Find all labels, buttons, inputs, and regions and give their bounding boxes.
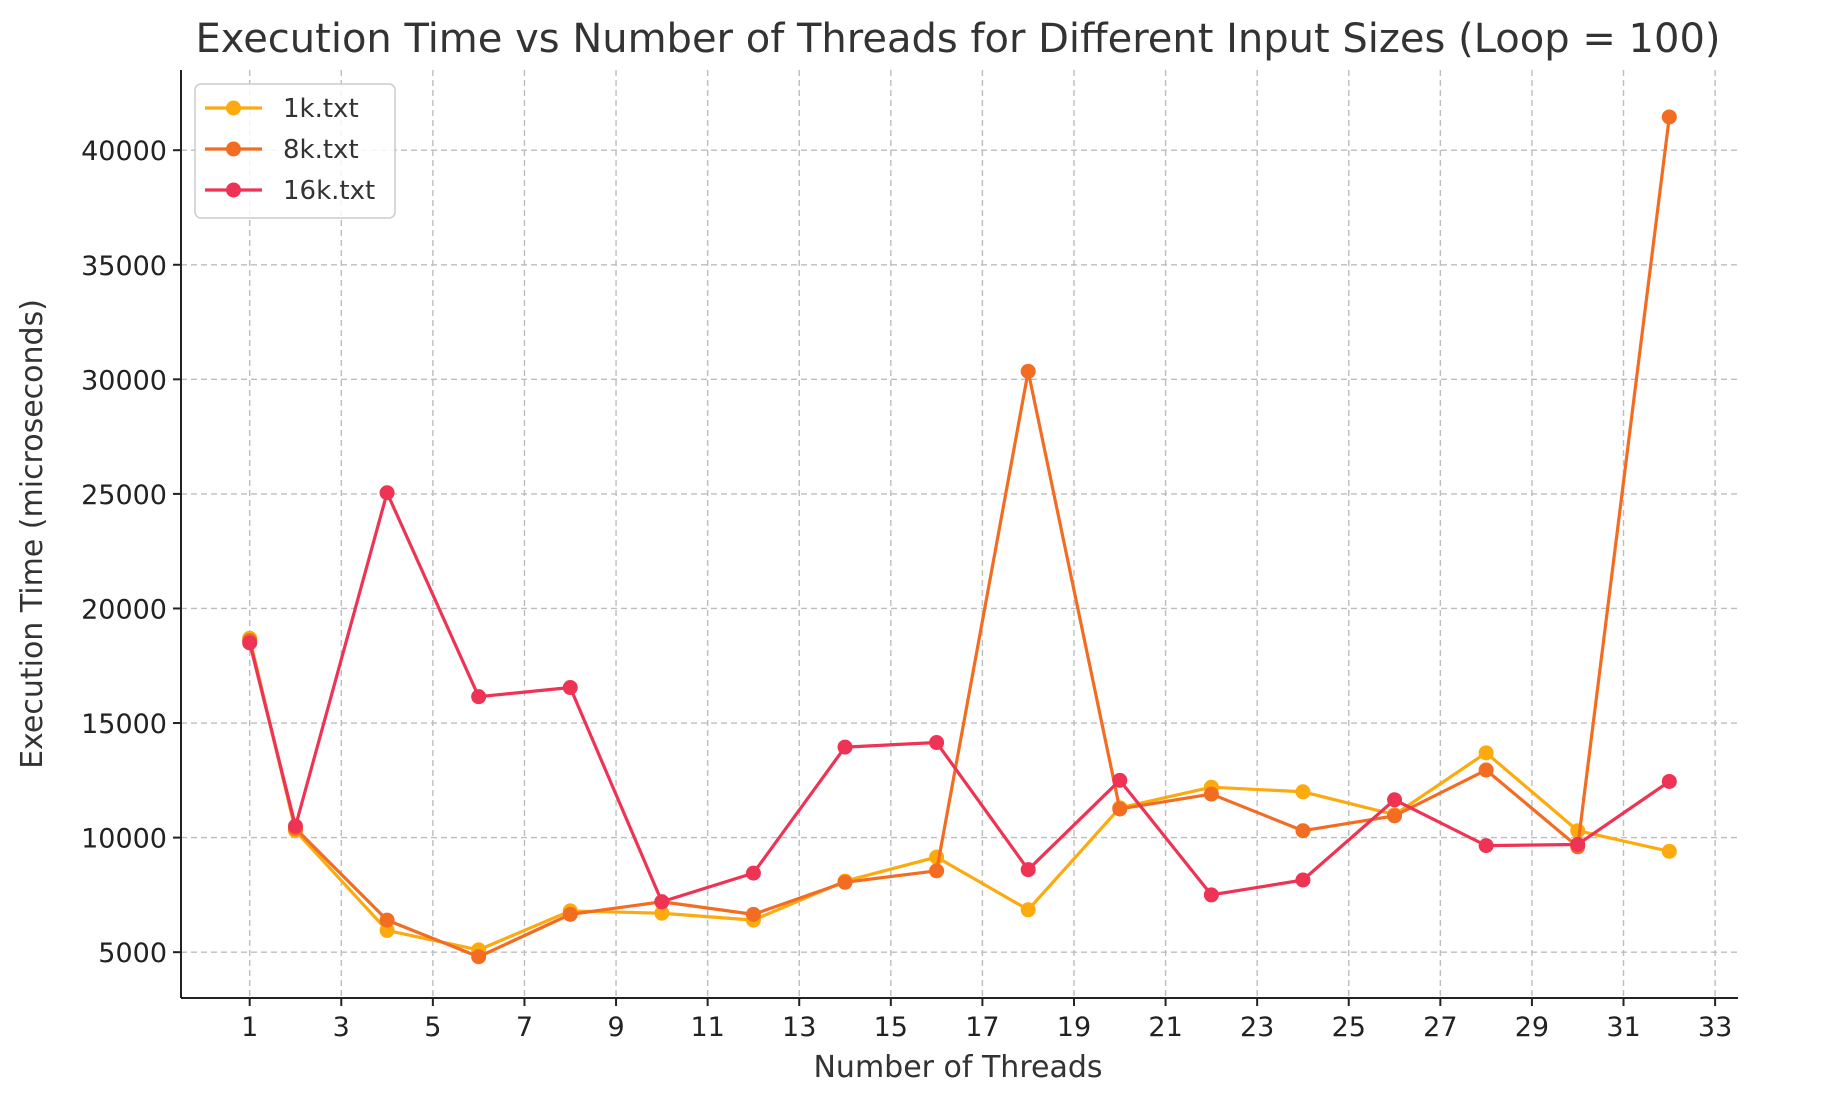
data-point <box>1295 872 1311 888</box>
series-line <box>248 637 1670 952</box>
data-point <box>1112 801 1128 817</box>
x-tick-label: 33 <box>1698 1012 1732 1043</box>
data-point <box>379 912 395 928</box>
data-point <box>1387 808 1403 824</box>
y-tick-label: 40000 <box>81 136 167 167</box>
x-tick-label: 15 <box>874 1012 908 1043</box>
grid <box>181 70 1738 998</box>
x-tick-label: 19 <box>1057 1012 1091 1043</box>
y-tick-label: 25000 <box>81 480 167 511</box>
data-point <box>1478 745 1494 761</box>
x-tick-label: 3 <box>333 1012 350 1043</box>
legend-swatch-marker <box>226 141 241 157</box>
y-tick-label: 20000 <box>81 594 167 625</box>
x-tick-label: 25 <box>1332 1012 1366 1043</box>
x-tick-label: 11 <box>690 1012 724 1043</box>
axes <box>180 70 1738 999</box>
data-point <box>929 863 945 879</box>
data-point <box>287 818 303 834</box>
legend-swatch-marker <box>226 100 241 116</box>
data-point <box>1203 887 1219 903</box>
data-point <box>1020 862 1036 878</box>
data-point <box>1112 772 1128 788</box>
x-tick-label: 21 <box>1148 1012 1182 1043</box>
y-axis-label: Execution Time (microseconds) <box>15 299 50 769</box>
data-point <box>745 865 761 881</box>
legend-swatch-marker <box>226 182 241 198</box>
data-point <box>471 949 487 965</box>
y-tick-label: 35000 <box>81 251 167 282</box>
data-point <box>1295 823 1311 839</box>
x-axis-label: Number of Threads <box>813 1050 1102 1085</box>
data-point <box>1295 784 1311 800</box>
series-8k.txt <box>242 109 1677 965</box>
series-16k.txt <box>242 485 1677 910</box>
data-point <box>654 894 670 910</box>
x-tick-label: 27 <box>1423 1012 1457 1043</box>
data-point <box>837 739 853 755</box>
x-tick-label: 17 <box>965 1012 999 1043</box>
legend-box <box>194 83 396 219</box>
data-point <box>379 922 395 938</box>
data-point <box>1661 773 1677 789</box>
series-1k.txt <box>242 630 1677 958</box>
data-point <box>1478 762 1494 778</box>
series-line <box>248 491 1671 904</box>
data-point <box>1661 109 1677 125</box>
data-point <box>1203 786 1219 802</box>
data-point <box>379 485 395 501</box>
x-tick-label: 23 <box>1240 1012 1274 1043</box>
y-tick-label: 5000 <box>98 938 167 969</box>
x-tick-label: 13 <box>782 1012 816 1043</box>
legend-label: 16k.txt <box>283 176 375 206</box>
x-tick-label: 1 <box>241 1012 258 1043</box>
data-point <box>562 906 578 922</box>
data-point <box>1387 792 1403 808</box>
data-point <box>1478 838 1494 854</box>
data-point <box>1570 836 1586 852</box>
data-point <box>242 635 258 651</box>
y-tick-label: 15000 <box>81 709 167 740</box>
x-tick-label: 31 <box>1606 1012 1640 1043</box>
x-tick-label: 29 <box>1515 1012 1549 1043</box>
legend-label: 1k.txt <box>283 94 359 124</box>
x-tick-label: 5 <box>424 1012 441 1043</box>
data-point <box>745 906 761 922</box>
x-tick-label: 7 <box>516 1012 533 1043</box>
y-tick-label: 30000 <box>81 365 167 396</box>
ticks: 1 3 5 7 9 11 13 15 17 19 21 23 25 27 29 31 3350001000015… <box>81 136 1732 1043</box>
series-group <box>242 109 1677 965</box>
x-tick-label: 9 <box>607 1012 624 1043</box>
data-point <box>1661 843 1677 859</box>
data-point <box>1020 363 1036 379</box>
data-point <box>929 735 945 751</box>
data-point <box>562 680 578 696</box>
data-point <box>837 874 853 890</box>
data-point <box>471 689 487 705</box>
legend-label: 8k.txt <box>283 135 359 165</box>
legend: 1k.txt 8k.txt 16k.txt <box>194 83 396 219</box>
y-tick-label: 10000 <box>81 824 167 855</box>
chart-title: Execution Time vs Number of Threads for … <box>195 16 1720 62</box>
data-point <box>654 905 670 921</box>
data-point <box>1020 902 1036 918</box>
